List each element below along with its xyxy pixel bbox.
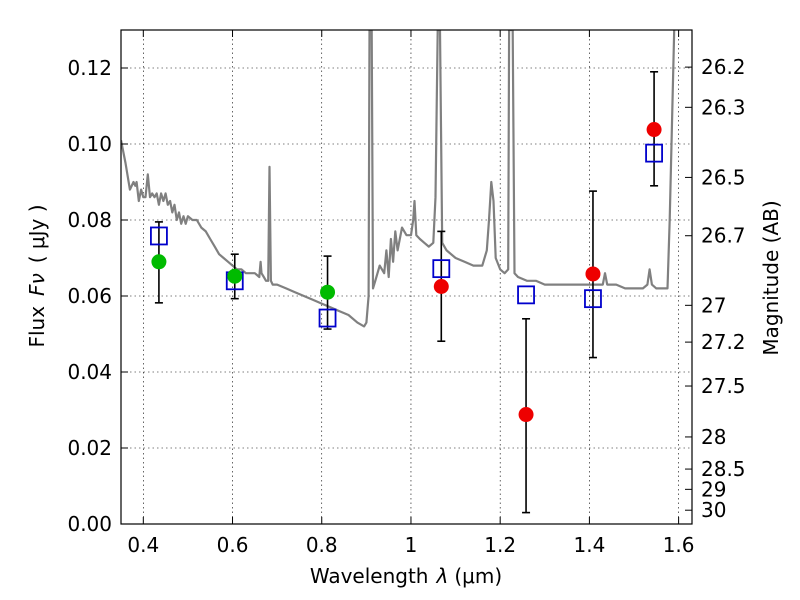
observed-optical-marker [151,254,167,270]
model-square-marker [517,285,535,305]
x-axis-title: Wavelength λ (μm) [310,564,502,588]
y-tick-label: 0.02 [67,436,112,460]
plot-area [121,30,676,514]
y2-tick-label: 28.5 [701,457,746,481]
model-square-marker [318,308,337,328]
template-spectrum-line [121,30,676,328]
model-square-marker [645,143,663,163]
y2-tick-label: 26.7 [701,224,746,248]
observed-nir-marker [585,266,601,282]
x-tick-label: 0.4 [127,533,159,557]
observed-nir-marker [646,122,662,138]
model-square-marker [150,226,168,246]
y2-tick-label: 30 [701,498,726,522]
y-tick-label: 0.12 [67,56,112,80]
x-tick-label: 1.4 [573,533,605,557]
y2-tick-label: 28 [701,425,726,449]
observed-optical-marker [320,284,336,300]
y2-tick-label: 27.5 [701,374,746,398]
y2-tick-label: 26.2 [701,55,746,79]
model-square-marker [432,259,451,279]
observed-optical-marker [227,268,243,284]
y-tick-label: 0.04 [67,360,112,384]
x-tick-label: 0.6 [217,533,249,557]
axis-ticks: 0.4 0.6 0.8 1 1.2 1.4 1.6 0.00 0.02 0.04 0.06 0.08 0… [67,30,746,557]
x-tick-label: 0.8 [306,533,338,557]
plot-frame [120,29,693,525]
y-tick-label: 0.08 [67,208,112,232]
y2-tick-label: 27.2 [701,330,746,354]
y-axis-title: FluxFν( μJy ) [25,204,49,347]
y-tick-label: 0.10 [67,132,112,156]
observed-nir-marker [433,279,449,294]
x-tick-label: 1 [405,533,418,557]
y2-axis-title: Magnitude (AB) [759,200,783,355]
model-square-marker [584,289,602,309]
y-tick-label: 0.06 [67,284,112,308]
y2-tick-label: 26.3 [701,95,746,119]
observed-nir-marker [518,407,534,423]
y2-tick-label: 26.5 [701,165,746,189]
x-tick-label: 1.2 [484,533,516,557]
y-tick-label: 0.00 [67,512,112,536]
x-tick-label: 1.6 [663,533,695,557]
y2-tick-label: 29 [701,477,726,501]
y2-tick-label: 27 [701,293,726,317]
